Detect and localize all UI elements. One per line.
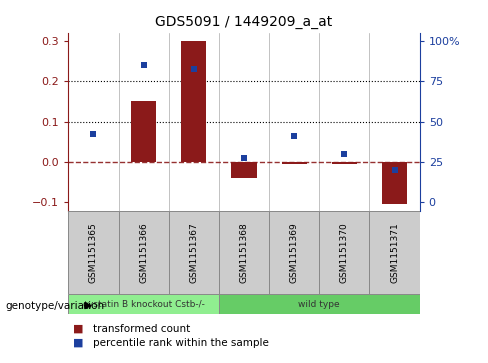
Bar — [382, 162, 407, 204]
Bar — [231, 162, 257, 178]
Bar — [181, 41, 206, 162]
Bar — [68, 294, 219, 314]
Title: GDS5091 / 1449209_a_at: GDS5091 / 1449209_a_at — [155, 15, 333, 29]
Bar — [319, 211, 369, 294]
Text: wild type: wild type — [299, 299, 340, 309]
Text: cystatin B knockout Cstb-/-: cystatin B knockout Cstb-/- — [82, 299, 204, 309]
Bar — [119, 211, 169, 294]
Text: genotype/variation: genotype/variation — [5, 301, 104, 311]
Text: percentile rank within the sample: percentile rank within the sample — [93, 338, 268, 348]
Text: GSM1151371: GSM1151371 — [390, 222, 399, 283]
Text: GSM1151366: GSM1151366 — [139, 222, 148, 283]
Text: GSM1151367: GSM1151367 — [189, 222, 198, 283]
Bar — [282, 162, 307, 164]
Bar — [332, 162, 357, 164]
Text: ■: ■ — [73, 323, 84, 334]
Bar — [169, 211, 219, 294]
Bar — [369, 211, 420, 294]
Bar — [219, 211, 269, 294]
Text: GSM1151365: GSM1151365 — [89, 222, 98, 283]
Text: transformed count: transformed count — [93, 323, 190, 334]
Text: GSM1151370: GSM1151370 — [340, 222, 349, 283]
Bar — [68, 211, 119, 294]
Text: GSM1151369: GSM1151369 — [290, 222, 299, 283]
Text: GSM1151368: GSM1151368 — [240, 222, 248, 283]
Text: ■: ■ — [73, 338, 84, 348]
Bar — [269, 211, 319, 294]
Bar — [131, 101, 156, 162]
Bar — [219, 294, 420, 314]
